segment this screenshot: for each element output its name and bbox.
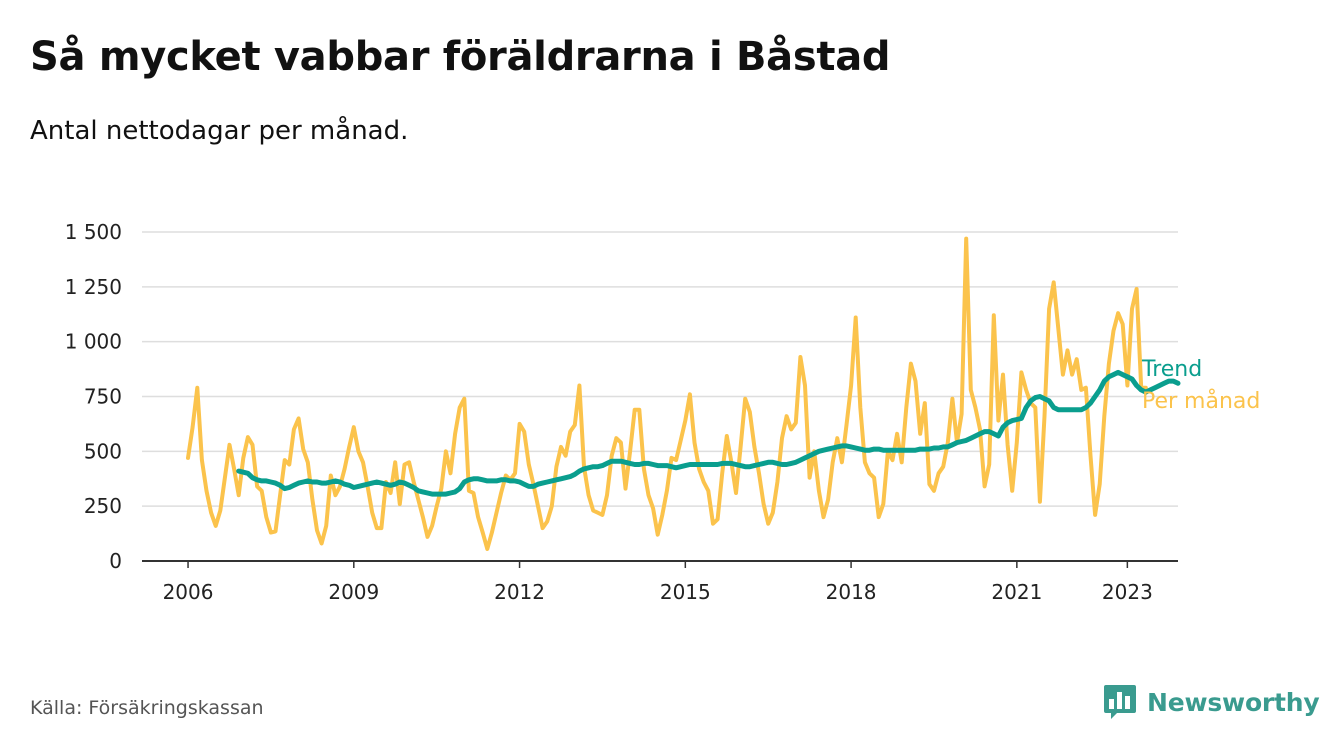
brand-name: Newsworthy bbox=[1147, 687, 1320, 717]
series-label: Trend bbox=[1141, 357, 1202, 382]
bar-chart-logo-icon bbox=[1104, 685, 1136, 719]
y-tick-label: 1 250 bbox=[65, 275, 122, 299]
x-tick-label: 2012 bbox=[494, 580, 545, 604]
x-tick-label: 2021 bbox=[991, 580, 1042, 604]
x-tick-label: 2018 bbox=[826, 580, 877, 604]
brand-logo: Newsworthy bbox=[1103, 683, 1320, 721]
series-line bbox=[186, 236, 1148, 551]
y-tick-label: 1 000 bbox=[65, 330, 122, 354]
y-tick-label: 1 500 bbox=[65, 220, 122, 244]
series-label: Per månad bbox=[1142, 388, 1260, 414]
x-tick-label: 2006 bbox=[163, 580, 214, 604]
x-tick-label: 2009 bbox=[328, 580, 379, 604]
y-tick-label: 250 bbox=[84, 494, 122, 518]
line-chart: 0 250 500 750 1 000 1 250 1 500 2006 2009 2012 201… bbox=[65, 220, 1261, 604]
y-tick-label: 500 bbox=[84, 439, 122, 463]
chart-title: Så mycket vabbar föräldrarna i Båstad bbox=[30, 34, 891, 80]
x-tick-label: 2015 bbox=[660, 580, 711, 604]
y-tick-label: 0 bbox=[109, 549, 122, 573]
chart-subtitle: Antal nettodagar per månad. bbox=[30, 116, 409, 146]
x-tick-label: 2023 bbox=[1102, 580, 1153, 604]
series-line bbox=[236, 369, 1181, 497]
source-note: Källa: Försäkringskassan bbox=[30, 697, 264, 719]
y-tick-label: 750 bbox=[84, 385, 122, 409]
